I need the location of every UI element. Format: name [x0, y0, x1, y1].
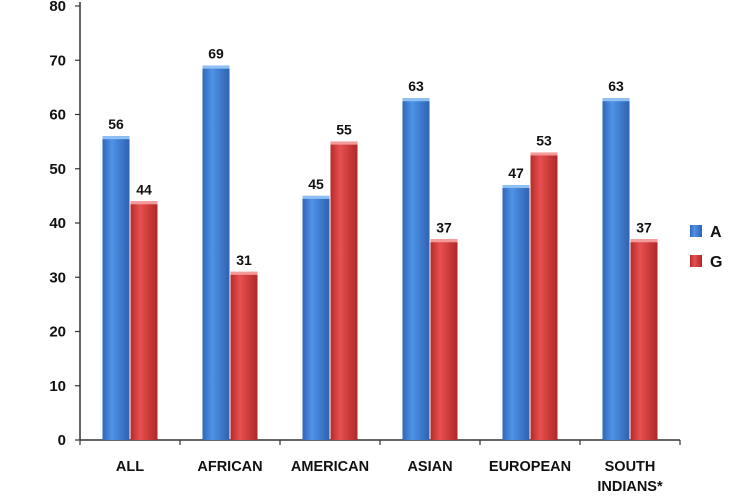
bar-G: [330, 141, 358, 440]
data-label: 55: [336, 122, 352, 138]
bar-A: [102, 136, 130, 440]
legend-swatch-G: [690, 255, 702, 267]
data-label: 45: [308, 176, 324, 192]
bar-cap-G: [430, 239, 458, 243]
data-label: 56: [108, 116, 124, 132]
legend-swatch-A: [690, 225, 702, 237]
bar-A: [402, 98, 430, 440]
bar-G: [130, 201, 158, 440]
legend-label-G: G: [710, 254, 722, 271]
y-tick-label: 30: [49, 269, 66, 286]
x-tick-label: AFRICAN: [197, 459, 262, 475]
legend-label-A: A: [710, 224, 722, 241]
bar-cap-A: [302, 195, 330, 199]
bar-A: [502, 185, 530, 440]
data-label: 53: [536, 132, 552, 148]
bar-A: [202, 65, 230, 441]
bar-A: [602, 98, 630, 440]
bars: [102, 65, 658, 441]
data-label: 37: [636, 219, 652, 235]
data-labels: 56 69 45 63 47 63 44 31 55 37 53 37: [108, 46, 652, 268]
x-tick-label: EUROPEAN: [489, 459, 571, 475]
bar-cap-G: [230, 271, 258, 275]
data-label: 63: [408, 78, 424, 94]
bar-G: [230, 271, 258, 440]
x-tick-label: ASIAN: [407, 459, 452, 475]
x-tick-label: SOUTH INDIANS*: [597, 459, 663, 495]
axes: 0 10 20 30 40 50 60 70 80 ALL AFRICAN AMERICAN ASIAN…: [49, 0, 681, 495]
y-tick-label: 10: [49, 378, 66, 395]
bar-cap-A: [602, 98, 630, 102]
bar-A: [302, 195, 330, 440]
y-tick-label: 80: [49, 0, 66, 15]
y-tick-label: 20: [49, 324, 66, 341]
data-label: 47: [508, 165, 524, 181]
data-label: 44: [136, 181, 152, 197]
y-tick-label: 70: [49, 52, 66, 69]
y-tick-label: 0: [58, 432, 66, 449]
data-label: 37: [436, 219, 452, 235]
data-label: 31: [236, 252, 252, 268]
bar-cap-G: [330, 141, 358, 145]
bar-cap-A: [502, 185, 530, 189]
bar-cap-G: [630, 239, 658, 243]
bar-cap-A: [202, 65, 230, 69]
y-tick-label: 50: [49, 161, 66, 178]
bar-cap-A: [102, 136, 130, 140]
y-tick-label: 60: [49, 107, 66, 124]
bar-cap-G: [530, 152, 558, 156]
data-label: 69: [208, 46, 224, 62]
data-label: 63: [608, 78, 624, 94]
bar-cap-G: [130, 201, 158, 205]
bar-cap-A: [402, 98, 430, 102]
x-tick-label: AMERICAN: [291, 459, 369, 475]
bar-G: [530, 152, 558, 440]
legend: AG: [690, 224, 722, 271]
bar-G: [430, 239, 458, 440]
x-tick-label: ALL: [116, 459, 144, 475]
bar-G: [630, 239, 658, 440]
y-tick-label: 40: [49, 215, 66, 232]
